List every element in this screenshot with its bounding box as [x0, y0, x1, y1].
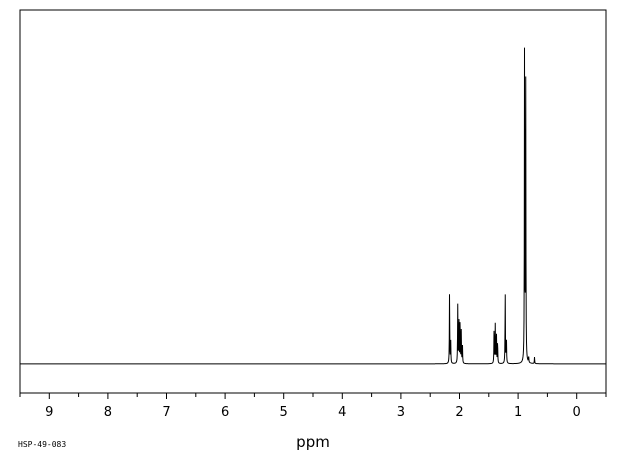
sample-id-label: HSP-49-083 — [18, 440, 66, 449]
tick-label: 7 — [162, 405, 170, 420]
spectrum-trace — [19, 47, 606, 365]
tick-label: 2 — [455, 405, 463, 420]
tick-label: 6 — [221, 405, 229, 420]
tick-label: 1 — [514, 405, 522, 420]
tick-label: 0 — [573, 405, 581, 420]
tick-label: 8 — [104, 405, 112, 420]
x-axis-ticks — [19, 393, 607, 399]
x-axis-tick-labels: 9 8 7 6 5 4 3 2 1 0 — [45, 405, 581, 420]
plot-frame — [19, 9, 607, 394]
tick-label: 3 — [397, 405, 405, 420]
tick-label: 4 — [338, 405, 346, 420]
tick-label: 5 — [280, 405, 288, 420]
tick-label: 9 — [45, 405, 53, 420]
x-axis-label: ppm — [296, 433, 330, 451]
